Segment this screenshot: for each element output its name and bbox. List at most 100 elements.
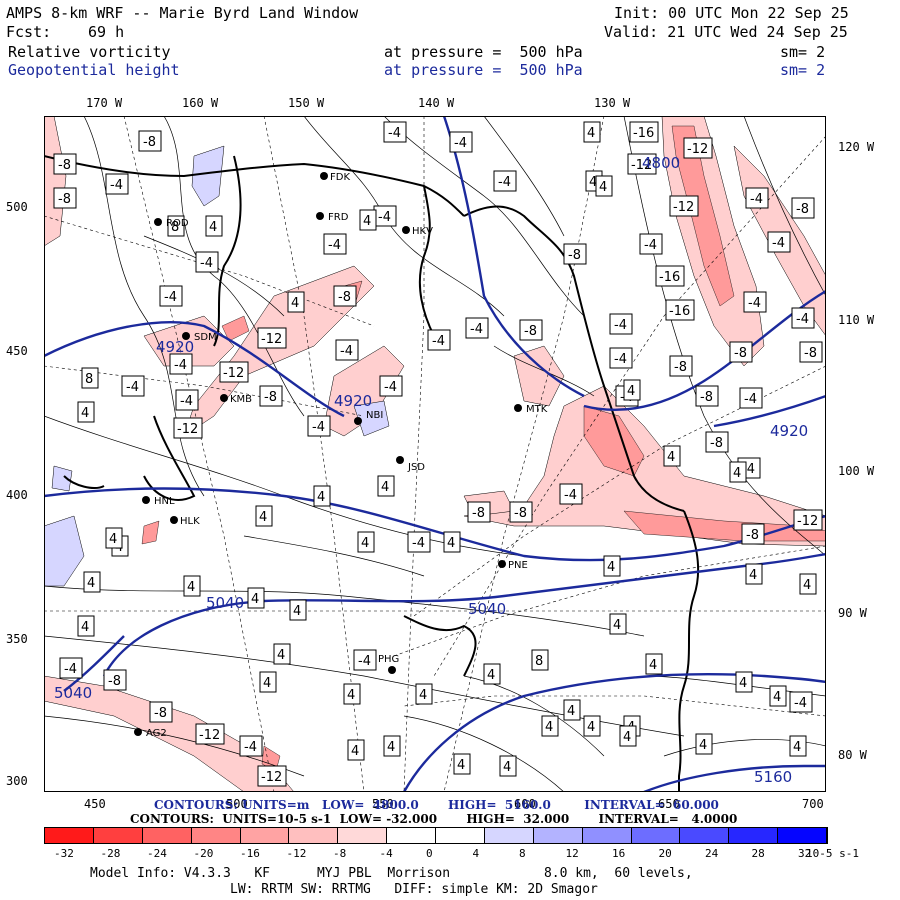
init-time: Init: 00 UTC Mon 22 Sep 25 bbox=[614, 4, 849, 22]
lon-label-top: 160 W bbox=[182, 96, 219, 110]
colorbar-label: -12 bbox=[286, 847, 307, 860]
svg-text:KMB: KMB bbox=[230, 394, 252, 405]
lon-label-right: 120 W bbox=[838, 140, 875, 154]
height-label: 5160 bbox=[754, 768, 792, 786]
colorbar-label: -16 bbox=[240, 847, 260, 860]
field1-name: Relative vorticity bbox=[8, 43, 171, 61]
svg-text:-4: -4 bbox=[432, 334, 445, 349]
x-tick-label: 500 bbox=[226, 797, 248, 811]
svg-text:4: 4 bbox=[599, 180, 607, 195]
svg-text:-4: -4 bbox=[180, 394, 193, 409]
svg-text:-16: -16 bbox=[669, 304, 690, 319]
svg-text:4: 4 bbox=[209, 220, 217, 235]
svg-text:4: 4 bbox=[503, 760, 511, 775]
svg-text:-8: -8 bbox=[524, 324, 537, 339]
svg-text:-4: -4 bbox=[64, 662, 77, 677]
svg-text:-4: -4 bbox=[126, 380, 139, 395]
svg-text:4: 4 bbox=[613, 618, 621, 633]
y-tick-label: 450 bbox=[6, 344, 28, 358]
svg-text:4: 4 bbox=[623, 730, 631, 745]
svg-text:4: 4 bbox=[699, 738, 707, 753]
field2-smoothing: sm= 2 bbox=[780, 61, 826, 79]
svg-text:-8: -8 bbox=[568, 248, 581, 263]
svg-text:FRD: FRD bbox=[328, 212, 349, 223]
svg-text:-8: -8 bbox=[700, 390, 713, 405]
svg-text:-4: -4 bbox=[110, 178, 123, 193]
svg-text:PHG: PHG bbox=[378, 654, 399, 665]
svg-text:-4: -4 bbox=[498, 175, 511, 190]
svg-text:-8: -8 bbox=[710, 436, 723, 451]
model-info: Model Info: V4.3.3 KF MYJ PBL Morrison 8… bbox=[90, 866, 693, 881]
colorbar-cell bbox=[631, 828, 681, 843]
svg-text:-8: -8 bbox=[804, 346, 817, 361]
svg-text:NBI: NBI bbox=[366, 410, 383, 421]
height-label: 4920 bbox=[156, 338, 194, 356]
map-frame bbox=[44, 116, 826, 792]
lon-label-right: 100 W bbox=[838, 464, 875, 478]
lon-label-right: 80 W bbox=[838, 748, 867, 762]
svg-text:-8: -8 bbox=[514, 506, 527, 521]
svg-text:-8: -8 bbox=[796, 202, 809, 217]
svg-text:-4: -4 bbox=[384, 380, 397, 395]
svg-text:4: 4 bbox=[567, 704, 575, 719]
svg-text:4: 4 bbox=[259, 510, 267, 525]
svg-text:4: 4 bbox=[291, 296, 299, 311]
svg-text:-12: -12 bbox=[673, 200, 694, 215]
svg-text:4: 4 bbox=[263, 676, 271, 691]
svg-text:4: 4 bbox=[803, 578, 811, 593]
colorbar-label: 12 bbox=[565, 847, 579, 860]
svg-text:FDK: FDK bbox=[330, 172, 350, 183]
svg-text:-4: -4 bbox=[772, 236, 785, 251]
svg-text:-8: -8 bbox=[734, 346, 747, 361]
svg-text:-8: -8 bbox=[58, 192, 71, 207]
colorbar-label: -8 bbox=[333, 847, 347, 860]
svg-text:-8: -8 bbox=[108, 674, 121, 689]
lon-label-right: 90 W bbox=[838, 606, 867, 620]
forecast-hour: 69 h bbox=[88, 23, 125, 41]
svg-text:-8: -8 bbox=[58, 158, 71, 173]
svg-text:4: 4 bbox=[351, 744, 359, 759]
svg-text:-8: -8 bbox=[674, 360, 687, 375]
x-tick-label: 700 bbox=[802, 797, 824, 811]
svg-text:4: 4 bbox=[277, 648, 285, 663]
colorbar-cell bbox=[436, 828, 485, 843]
colorbar-cell bbox=[484, 828, 534, 843]
x-tick-label: 600 bbox=[514, 797, 536, 811]
svg-text:4: 4 bbox=[81, 406, 89, 421]
svg-text:-8: -8 bbox=[472, 506, 485, 521]
svg-text:-12: -12 bbox=[199, 728, 220, 743]
field1-pressure: at pressure = 500 hPa bbox=[384, 43, 583, 61]
svg-text:-4: -4 bbox=[454, 136, 467, 151]
svg-text:4: 4 bbox=[627, 384, 635, 399]
y-tick-label: 350 bbox=[6, 632, 28, 646]
field2-name: Geopotential height bbox=[8, 61, 180, 79]
colorbar-label: 20 bbox=[658, 847, 672, 860]
colorbar-label: -4 bbox=[379, 847, 393, 860]
svg-text:-8: -8 bbox=[338, 290, 351, 305]
colorbar-label: 24 bbox=[705, 847, 719, 860]
lon-label-top: 130 W bbox=[594, 96, 631, 110]
svg-text:4: 4 bbox=[667, 450, 675, 465]
svg-text:4: 4 bbox=[293, 604, 301, 619]
svg-text:4: 4 bbox=[739, 676, 747, 691]
svg-text:-4: -4 bbox=[614, 318, 627, 333]
svg-text:-4: -4 bbox=[174, 358, 187, 373]
svg-text:4: 4 bbox=[347, 688, 355, 703]
colorbar-label: 0 bbox=[426, 847, 433, 860]
svg-text:4: 4 bbox=[317, 490, 325, 505]
positive-vorticity-shading bbox=[44, 145, 390, 587]
svg-text:-12: -12 bbox=[261, 332, 282, 347]
svg-text:-12: -12 bbox=[261, 770, 282, 785]
vorticity-contour-labels: -8 -8 -8 -4 -4 -4 -4 4 4 -16 -12 -12 -12… bbox=[53, 121, 823, 787]
svg-text:4: 4 bbox=[81, 620, 89, 635]
svg-text:4: 4 bbox=[109, 532, 117, 547]
svg-text:-12: -12 bbox=[177, 422, 198, 437]
svg-text:-8: -8 bbox=[154, 706, 167, 721]
svg-text:-4: -4 bbox=[796, 312, 809, 327]
colorbar-cell bbox=[387, 828, 436, 843]
colorbar-cell bbox=[533, 828, 583, 843]
colorbar-cell bbox=[93, 828, 143, 843]
svg-text:HNL: HNL bbox=[154, 496, 175, 507]
svg-text:HLK: HLK bbox=[180, 516, 200, 527]
vorticity-contour-info: CONTOURS: UNITS=10-5 s-1 LOW= -32.000 HI… bbox=[130, 812, 738, 826]
